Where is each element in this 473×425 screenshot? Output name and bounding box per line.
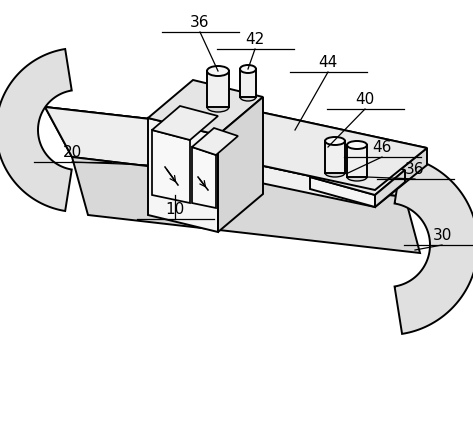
Ellipse shape [347, 141, 367, 149]
Polygon shape [45, 107, 405, 197]
Text: 44: 44 [318, 55, 338, 70]
Ellipse shape [207, 66, 229, 76]
Polygon shape [347, 145, 367, 177]
Polygon shape [185, 107, 427, 190]
Polygon shape [240, 69, 256, 97]
Text: 36: 36 [190, 15, 210, 30]
Polygon shape [375, 170, 405, 207]
Polygon shape [310, 152, 405, 195]
Polygon shape [45, 107, 405, 197]
Polygon shape [72, 157, 420, 253]
Ellipse shape [347, 173, 367, 181]
Polygon shape [310, 177, 375, 207]
Text: 20: 20 [62, 145, 82, 160]
Polygon shape [45, 107, 430, 187]
Polygon shape [148, 118, 218, 232]
Text: 46: 46 [372, 140, 392, 155]
Polygon shape [192, 128, 238, 155]
Ellipse shape [325, 169, 345, 177]
Ellipse shape [325, 137, 345, 145]
Polygon shape [152, 106, 218, 140]
Polygon shape [325, 141, 345, 173]
Polygon shape [192, 147, 216, 208]
Polygon shape [152, 130, 190, 203]
Text: 40: 40 [355, 92, 375, 107]
Polygon shape [207, 71, 229, 107]
Ellipse shape [240, 65, 256, 73]
Polygon shape [0, 49, 72, 211]
Polygon shape [218, 97, 263, 232]
Ellipse shape [207, 102, 229, 112]
Polygon shape [185, 149, 375, 207]
Text: 36: 36 [405, 162, 425, 177]
Ellipse shape [240, 93, 256, 101]
Polygon shape [394, 156, 473, 334]
Polygon shape [185, 107, 427, 190]
Text: 10: 10 [166, 202, 184, 217]
Polygon shape [148, 80, 263, 135]
Text: 30: 30 [432, 228, 452, 243]
Polygon shape [375, 148, 427, 207]
Text: 42: 42 [245, 32, 264, 47]
